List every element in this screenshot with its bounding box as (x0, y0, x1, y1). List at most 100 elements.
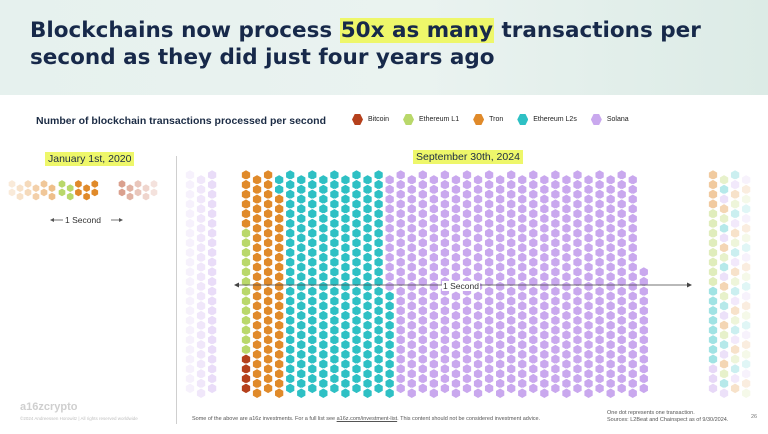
dot-solana (616, 178, 627, 191)
dot-ethereum-l2s (285, 178, 296, 191)
dot-tron (252, 300, 263, 312)
dot-solana (417, 217, 428, 230)
dot-ethereum-l2s (307, 178, 318, 191)
dot-solana (528, 324, 539, 337)
dot-solana (428, 387, 439, 400)
dot-ethereum-l2s (373, 188, 384, 201)
fade-dot (149, 179, 159, 189)
dot-solana (473, 174, 484, 186)
dot-ethereum-l2s (285, 324, 296, 337)
dot-ethereum-l2s (318, 174, 329, 186)
legend-swatch-solana (590, 114, 602, 125)
dot-ethereum-l2s (318, 222, 329, 235)
dot-solana (583, 338, 594, 351)
dot-solana (417, 343, 428, 356)
dot-bitcoin (240, 382, 252, 395)
dot-ethereum-l2s (373, 178, 384, 191)
legend-label-bitcoin: Bitcoin (368, 116, 390, 123)
dot-solana (528, 266, 539, 278)
fade-dot (741, 358, 752, 370)
dot-tron (263, 372, 274, 385)
dot-solana (572, 334, 583, 346)
dot-ethereum-l2s (285, 169, 296, 181)
dot-ethereum-l2s (296, 338, 307, 351)
dot-ethereum-l2s (307, 324, 318, 337)
dot-tron (274, 212, 285, 225)
dot-ethereum-l2s (296, 300, 307, 312)
dot-ethereum-l2s (351, 343, 362, 356)
dot-solana (417, 227, 428, 240)
fade-dot (730, 295, 741, 307)
dot-solana (428, 232, 439, 244)
fade-dot (741, 319, 752, 332)
dot-tron (263, 266, 274, 278)
dot-solana (605, 319, 616, 332)
dot-ethereum-l2s (307, 343, 318, 356)
dot-solana (461, 382, 473, 395)
fade-dot (719, 309, 730, 322)
dot-solana (461, 246, 473, 259)
dot-solana (428, 358, 439, 370)
dot-solana (495, 183, 506, 196)
dot-ethereum-l2s (285, 353, 296, 366)
dot-solana (638, 382, 649, 395)
dot-solana (406, 377, 417, 390)
dot-solana (484, 372, 495, 385)
dot-solana (450, 387, 461, 400)
dot-solana (506, 207, 517, 220)
dot-solana (561, 368, 572, 380)
dot-solana (428, 222, 439, 235)
dot-solana (428, 290, 439, 303)
dot-solana (484, 334, 495, 346)
dot-solana (616, 237, 627, 249)
dot-solana (406, 358, 417, 370)
fade-dot (741, 232, 752, 244)
dot-solana (605, 193, 616, 206)
dot-solana (572, 382, 583, 395)
dot-solana (561, 309, 572, 322)
dot-solana (638, 372, 649, 385)
dot-ethereum-l2s (373, 334, 384, 346)
dot-solana (627, 203, 638, 215)
fade-dot (730, 217, 741, 230)
dot-solana (450, 300, 461, 312)
dot-solana (627, 280, 638, 293)
dot-solana (594, 382, 605, 395)
dot-solana (583, 261, 594, 273)
fade-dot (184, 343, 196, 356)
dot-ethereum-l2s (384, 358, 395, 370)
fade-dot (707, 237, 719, 249)
dot-ethereum-l2s (296, 368, 307, 380)
dot-solana (561, 358, 572, 370)
dot-solana (550, 295, 561, 307)
dot-ethereum-l2s (318, 203, 329, 215)
dot-solana (473, 377, 484, 390)
dot-ethereum-l2s (296, 241, 307, 254)
dot-solana (506, 372, 517, 385)
dot-solana (627, 358, 638, 370)
dot-solana (616, 382, 627, 395)
dot-solana (395, 343, 406, 356)
dot-solana (627, 251, 638, 264)
dot-solana (406, 348, 417, 361)
dot-ethereum-l2s (362, 338, 373, 351)
dot-solana (428, 203, 439, 215)
fade-dot (730, 188, 741, 201)
dot-ethereum-l1 (240, 275, 252, 288)
dot-ethereum-l1 (240, 343, 252, 356)
dot-ethereum-l2s (373, 324, 384, 337)
investment-list-link[interactable]: a16z.com/investment-list (336, 416, 398, 422)
fade-dot (207, 227, 218, 240)
dot-solana (461, 256, 473, 269)
dot-solana (461, 334, 473, 346)
dot-tron (274, 358, 285, 370)
dot-ethereum-l2s (329, 198, 340, 210)
dot-solana (484, 343, 495, 356)
dot-solana (605, 338, 616, 351)
dot-solana (638, 314, 649, 327)
dot-tron (263, 275, 274, 288)
dot-ethereum-l2s (340, 174, 351, 186)
dot-ethereum-l1 (240, 324, 252, 337)
dot-solana (572, 169, 583, 181)
fade-dot (707, 246, 719, 259)
